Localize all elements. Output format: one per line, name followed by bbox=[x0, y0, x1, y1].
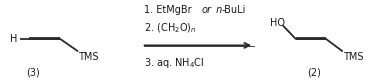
Text: n: n bbox=[213, 5, 223, 15]
Text: (2): (2) bbox=[307, 68, 321, 78]
Text: TMS: TMS bbox=[343, 52, 364, 62]
Text: (3): (3) bbox=[26, 68, 40, 78]
Text: 1. EtMgBr: 1. EtMgBr bbox=[144, 5, 194, 15]
Text: 2. (CH$_2$O)$_n$: 2. (CH$_2$O)$_n$ bbox=[144, 22, 196, 35]
Text: H: H bbox=[10, 34, 17, 44]
Text: HO: HO bbox=[270, 18, 285, 28]
Text: or: or bbox=[202, 5, 212, 15]
Text: 3. aq. NH$_4$Cl: 3. aq. NH$_4$Cl bbox=[144, 56, 204, 70]
Text: -BuLi: -BuLi bbox=[221, 5, 246, 15]
Text: TMS: TMS bbox=[78, 52, 99, 62]
